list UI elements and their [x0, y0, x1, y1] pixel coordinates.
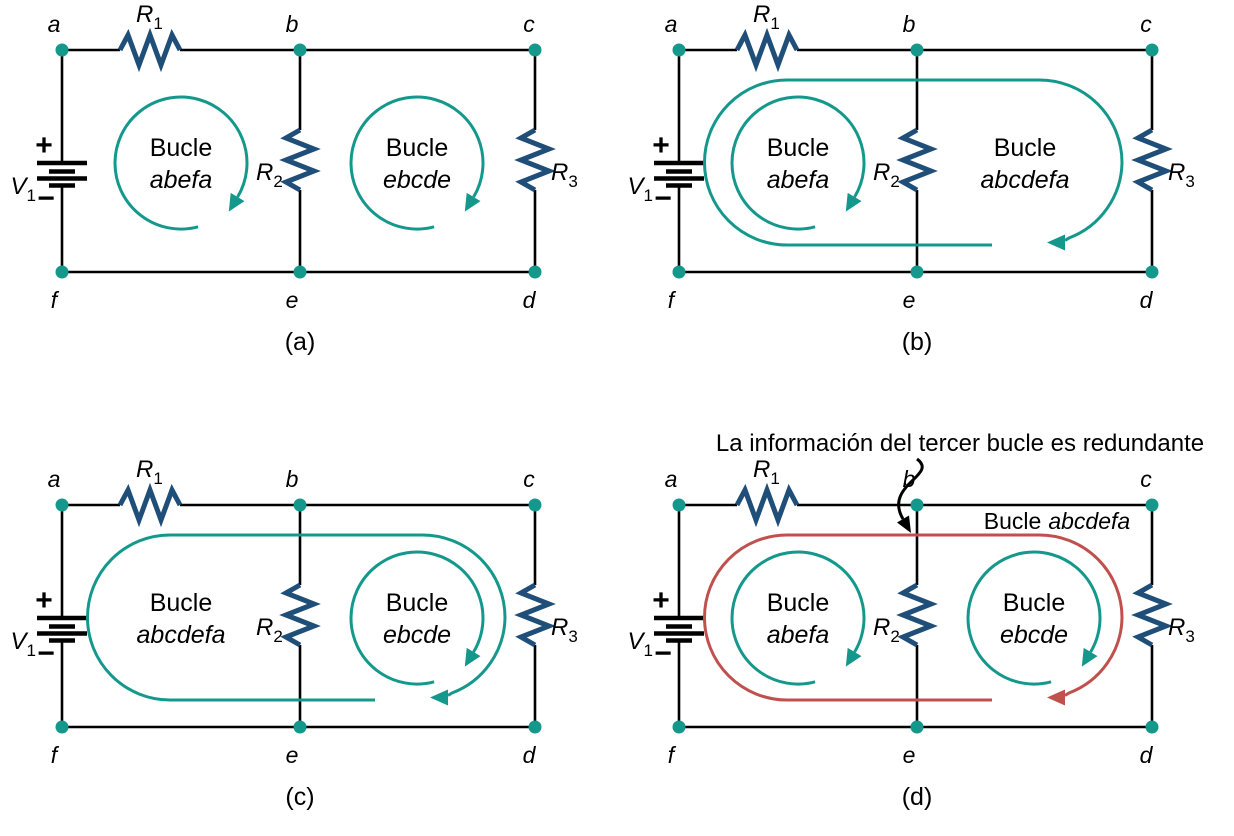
panel-c: Bucle abcdefa Bucle ebcde (c)	[0, 423, 617, 811]
loop-abefa-arrowhead	[845, 647, 862, 667]
loop-abefa-arc	[730, 550, 866, 686]
annotation-callout-arrowhead	[897, 515, 911, 533]
loop-abcdefa-label-word: Bucle	[994, 134, 1057, 162]
loop-ebcde-label-seq: ebcde	[1000, 621, 1068, 649]
loop-abefa-arrow	[730, 95, 866, 231]
loop-abcdefa-arrowhead	[1047, 234, 1065, 251]
redundant-loop-annotation: La información del tercer bucle es redun…	[716, 430, 1204, 457]
loop-ebcde-label-seq: ebcde	[383, 621, 451, 649]
loop-abefa-label-word: Bucle	[767, 589, 830, 617]
loop-abefa-label-word: Bucle	[767, 134, 830, 162]
panel-d-caption: (d)	[902, 783, 933, 811]
loop-ebcde-label-word: Bucle	[386, 134, 449, 162]
circuit-d	[628, 456, 1195, 768]
panel-a-caption: (a)	[285, 328, 316, 356]
loop-abefa-arrowhead	[228, 192, 245, 212]
loop-ebcde-arrow	[966, 550, 1102, 686]
loop-abefa-label-word: Bucle	[150, 134, 213, 162]
loop-abefa-arrow	[113, 95, 249, 231]
loop-abefa-arc	[113, 95, 249, 231]
loop-abcdefa-label-seq: abcdefa	[137, 621, 226, 649]
loop-abcdefa-label: Bucle abcdefa	[984, 508, 1130, 534]
loop-abcdefa-arrowhead	[430, 689, 448, 706]
loop-abcdefa-arrow	[86, 533, 507, 706]
panel-a: Bucle abefa Bucle ebcde (a)	[0, 0, 617, 356]
loop-ebcde-arrowhead	[1081, 647, 1098, 667]
circuit-a	[11, 1, 578, 313]
figure-canvas: { "colors": { "wire_black": "#000000", "…	[0, 0, 1234, 811]
redundant-loop-abcdefa-arrowhead	[1047, 689, 1065, 706]
loop-ebcde-arc	[966, 550, 1102, 686]
loop-ebcde-arrowhead	[464, 647, 481, 667]
annotation-callout-squiggle	[897, 457, 924, 520]
redundant-loop-abcdefa-path	[703, 533, 1124, 702]
loop-abcdefa-path	[86, 533, 507, 702]
loop-ebcde-arrowhead	[464, 192, 481, 212]
loop-abcdefa-arrow	[703, 78, 1124, 251]
loop-abefa-label-seq: abefa	[767, 621, 830, 649]
loop-abefa-label-seq: abefa	[150, 166, 213, 194]
annotation-callout-arrow	[897, 457, 924, 533]
circuit-b	[628, 1, 1195, 313]
loop-abefa-label-seq: abefa	[767, 166, 830, 194]
loop-ebcde-arrow	[349, 550, 485, 686]
loop-abcdefa-path	[703, 78, 1124, 247]
loop-abefa-arrowhead	[845, 192, 862, 212]
loop-abefa-arc	[730, 95, 866, 231]
loop-ebcde-label-word: Bucle	[1003, 589, 1066, 617]
loop-abefa-arrow	[730, 550, 866, 686]
circuit-c	[11, 456, 578, 768]
panel-b-caption: (b)	[902, 328, 933, 356]
loop-abcdefa-label-seq: abcdefa	[981, 166, 1070, 194]
panel-b: Bucle abefa Bucle abcdefa (b)	[617, 0, 1234, 356]
redundant-loop-abcdefa-arrow	[703, 533, 1124, 706]
loop-ebcde-arc	[349, 550, 485, 686]
loop-abcdefa-label-word: Bucle	[150, 589, 213, 617]
loop-ebcde-label-seq: ebcde	[383, 166, 451, 194]
panel-d: La información del tercer bucle es redun…	[617, 430, 1204, 811]
loop-ebcde-label-word: Bucle	[386, 589, 449, 617]
panel-c-caption: (c)	[285, 783, 314, 811]
loop-ebcde-arc	[349, 95, 485, 231]
loop-ebcde-arrow	[349, 95, 485, 231]
